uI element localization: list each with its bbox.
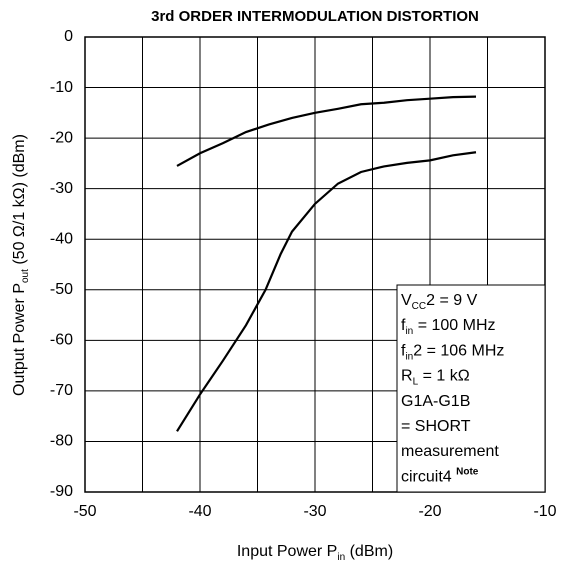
x-tick-label: -20: [418, 503, 441, 520]
data-line: [176, 151, 477, 432]
chart-title: 3rd ORDER INTERMODULATION DISTORTION: [151, 8, 479, 25]
text-segment: in: [337, 552, 345, 563]
y-tick-label: -10: [50, 79, 73, 96]
text-segment: in: [405, 352, 413, 363]
text-segment: (dBm): [345, 543, 393, 560]
y-tick-label: -90: [50, 483, 73, 500]
text-segment: (50 Ω/1 kΩ) (dBm): [11, 134, 28, 269]
text-segment: measurement: [401, 443, 499, 460]
x-tick-label: -50: [73, 503, 96, 520]
text-segment: L: [413, 377, 419, 388]
y-tick-label: -20: [50, 129, 73, 146]
y-tick-label: 0: [64, 28, 73, 45]
y-tick-label: -30: [50, 180, 73, 197]
text-segment: 2 = 9 V: [426, 292, 477, 309]
text-segment: 2 = 106 MHz: [413, 343, 504, 360]
x-tick-label: -10: [533, 503, 556, 520]
text-segment: = SHORT: [401, 418, 471, 435]
text-segment: f: [401, 343, 406, 360]
annotation-line: fin = 100 MHz: [401, 317, 496, 337]
text-segment: in: [405, 326, 413, 337]
data-line: [176, 95, 477, 167]
y-tick-label: -80: [50, 433, 73, 450]
annotation-line: fin2 = 106 MHz: [401, 343, 504, 363]
text-segment: = 1 kΩ: [418, 368, 470, 385]
annotation-line: circuit4 Note: [401, 467, 479, 486]
y-tick-label: -50: [50, 281, 73, 298]
annotation-line: = SHORT: [401, 418, 471, 435]
text-segment: circuit4: [401, 469, 456, 486]
text-segment: Note: [456, 467, 479, 478]
text-segment: G1A-G1B: [401, 393, 470, 410]
annotation-line: measurement: [401, 443, 499, 460]
text-segment: R: [401, 368, 413, 385]
x-tick-label: -30: [303, 503, 326, 520]
y-tick-label: -70: [50, 382, 73, 399]
text-segment: V: [401, 292, 412, 309]
text-segment: = 100 MHz: [413, 317, 495, 334]
text-segment: Output Power P: [11, 283, 28, 396]
y-tick-label: -40: [50, 230, 73, 247]
x-axis-label: Input Power Pin (dBm): [237, 543, 393, 563]
annotation-line: VCC2 = 9 V: [401, 292, 478, 312]
y-tick-label: -60: [50, 332, 73, 349]
annotation-box: [396, 284, 546, 493]
annotation-line: G1A-G1B: [401, 393, 470, 410]
text-segment: Input Power P: [237, 543, 338, 560]
annotation-line: RL = 1 kΩ: [401, 368, 470, 388]
text-segment: f: [401, 317, 406, 334]
plot-frame: [84, 36, 546, 493]
text-segment: out: [20, 269, 31, 283]
x-tick-label: -40: [188, 503, 211, 520]
text-segment: CC: [412, 301, 426, 312]
y-axis-label: Output Power Pout (50 Ω/1 kΩ) (dBm): [11, 134, 31, 396]
